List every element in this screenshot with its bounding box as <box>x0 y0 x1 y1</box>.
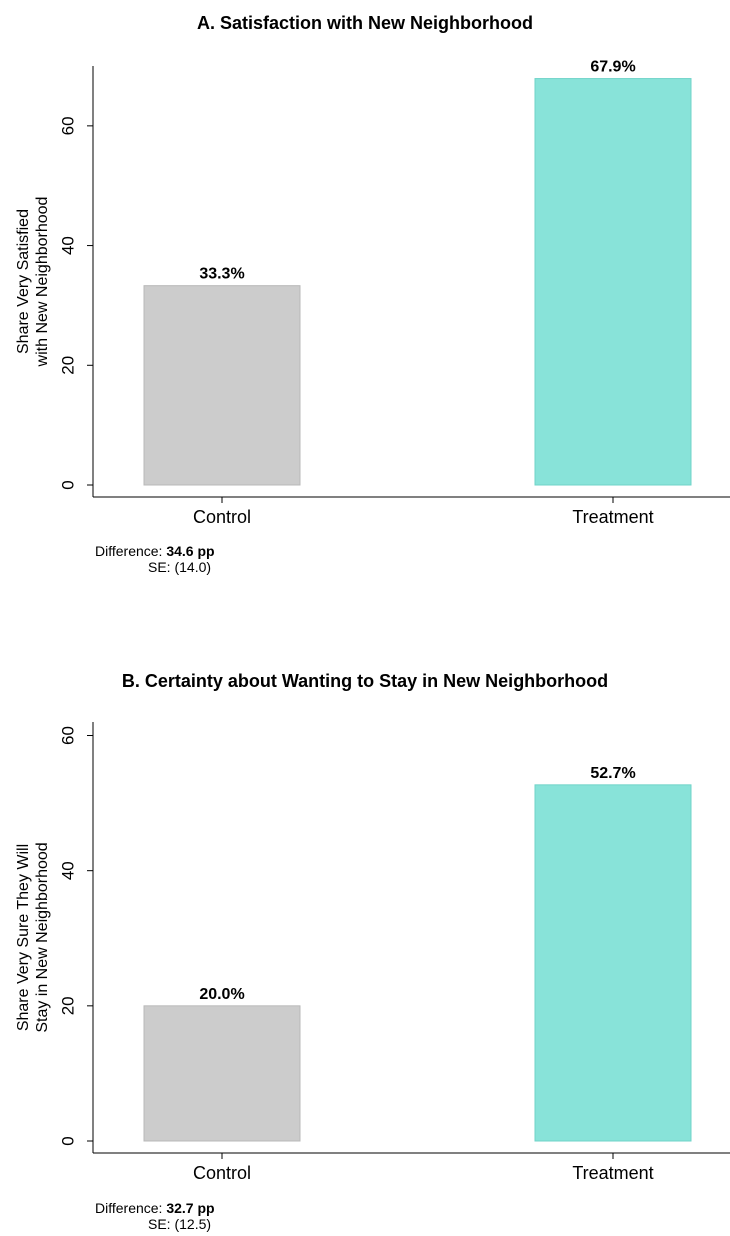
chart-title: A. Satisfaction with New Neighborhood <box>197 13 533 33</box>
y-axis-label: Share Very Sure They Will <box>15 844 32 1031</box>
y-tick-label: 40 <box>58 236 77 255</box>
y-axis-label: Stay in New Neighborhood <box>34 842 51 1032</box>
y-tick-label: 0 <box>58 480 77 489</box>
chart-panel-a: A. Satisfaction with New Neighborhood Sha… <box>15 13 730 575</box>
bar-treatment <box>534 78 692 486</box>
y-tick-label: 0 <box>58 1136 77 1145</box>
data-label-treatment: 67.9% <box>590 59 635 76</box>
y-tick-label: 20 <box>58 996 77 1015</box>
y-tick-label: 20 <box>58 356 77 375</box>
x-tick-label: Treatment <box>572 1163 653 1183</box>
se-note: SE: (12.5) <box>148 1216 211 1232</box>
y-tick-label: 60 <box>58 726 77 745</box>
chart-title: B. Certainty about Wanting to Stay in Ne… <box>122 671 608 691</box>
y-tick-label: 60 <box>58 116 77 135</box>
x-tick-label: Treatment <box>572 507 653 527</box>
bar-control <box>143 285 301 486</box>
difference-note: Difference: 32.7 pp <box>95 1200 215 1216</box>
x-tick-label: Control <box>193 1163 251 1183</box>
se-note: SE: (14.0) <box>148 559 211 575</box>
data-label-control: 33.3% <box>199 266 244 283</box>
data-label-treatment: 52.7% <box>590 765 635 782</box>
difference-note: Difference: 34.6 pp <box>95 543 215 559</box>
bar-treatment <box>534 784 692 1142</box>
x-tick-label: Control <box>193 507 251 527</box>
y-axis-label: Share Very Satisfied <box>15 209 32 354</box>
y-tick-label: 40 <box>58 861 77 880</box>
y-axis-label: with New Neighborhood <box>34 197 51 368</box>
data-label-control: 20.0% <box>199 986 244 1003</box>
chart-panel-b: B. Certainty about Wanting to Stay in Ne… <box>15 671 730 1232</box>
bar-control <box>143 1005 301 1142</box>
